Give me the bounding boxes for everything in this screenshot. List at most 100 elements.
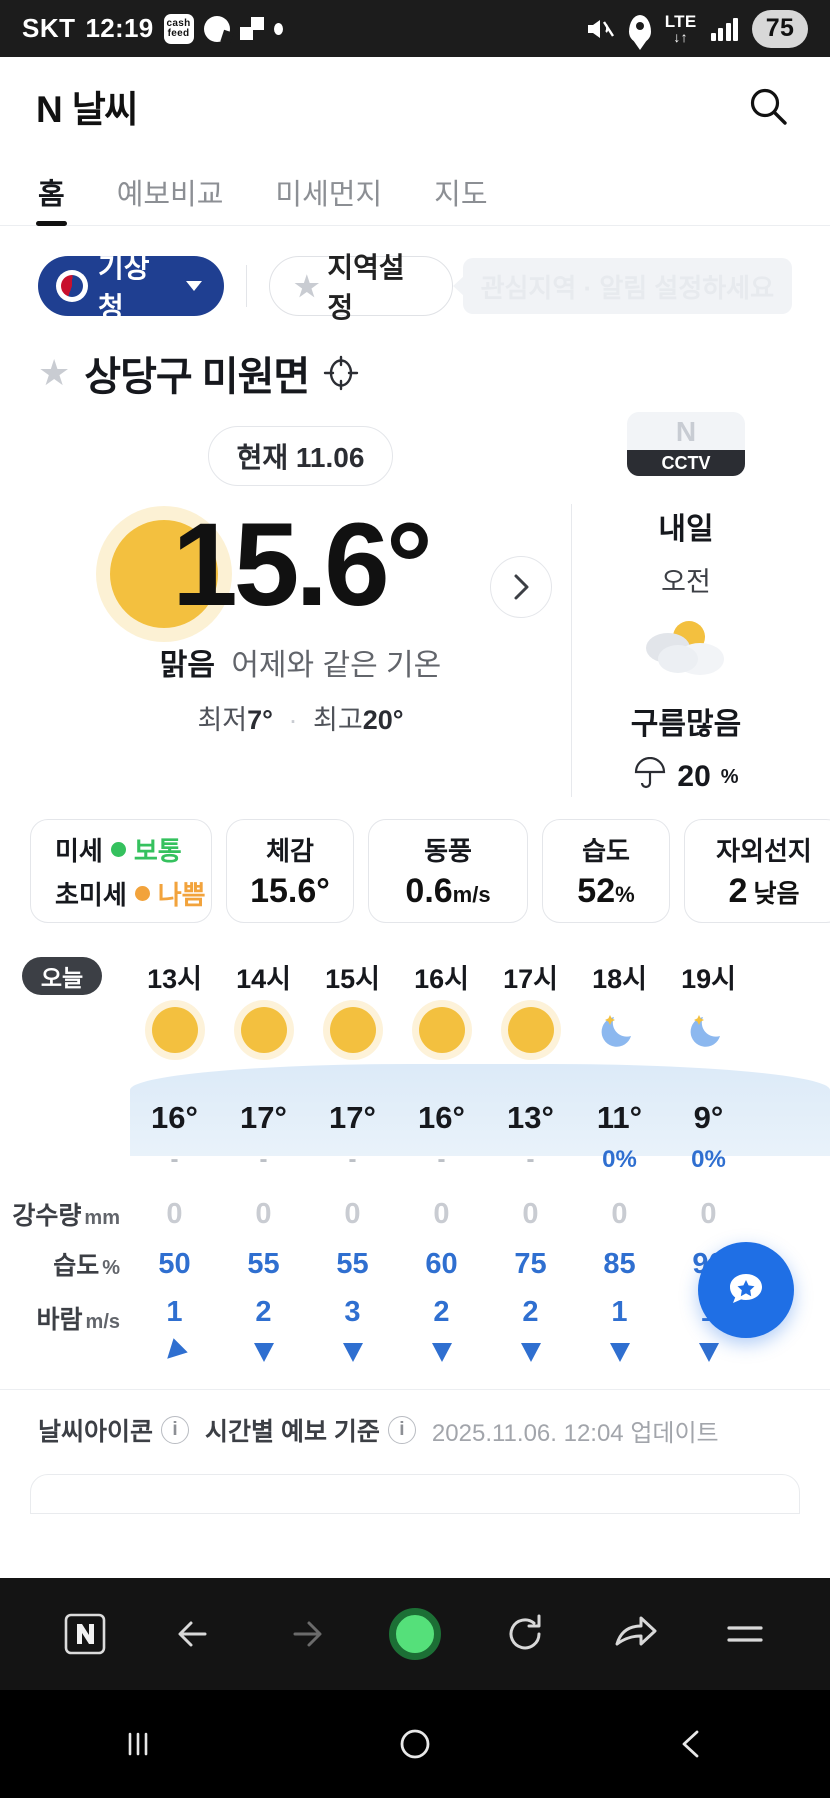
humidity-cell: 60 <box>397 1248 486 1281</box>
info-icon[interactable]: i <box>387 1416 416 1444</box>
system-nav-bar <box>0 1690 830 1798</box>
weather-icon-cell <box>219 996 308 1064</box>
dust-card[interactable]: 미세 보통 초미세 나쁨 <box>30 819 212 923</box>
wind-direction-arrow-icon <box>664 1329 753 1373</box>
location-name[interactable]: 상당구 미원면 <box>84 355 310 399</box>
record-icon[interactable] <box>384 1603 446 1665</box>
kma-logo-icon <box>56 270 88 302</box>
signal-icon <box>710 17 738 41</box>
cashfeed-icon: cash feed <box>163 13 194 44</box>
provider-selector[interactable]: 기상청 <box>38 252 225 323</box>
wind-cell: 1 <box>130 1296 219 1373</box>
info-card-row: 미세 보통 초미세 나쁨 체감 15.6° 동풍 0.6m/s 습도 52% 자… <box>0 797 830 923</box>
moon-icon <box>597 1007 643 1053</box>
pop-cell: - <box>486 1146 575 1186</box>
tab-fine-dust[interactable]: 미세먼지 <box>275 179 383 211</box>
naver-home-icon[interactable] <box>54 1603 116 1665</box>
rainfall-cell: 0 <box>219 1198 308 1231</box>
browser-nav-bar <box>0 1578 830 1690</box>
hour-cell: 17시 <box>486 951 575 996</box>
status-bar-left: SKT 12:19 cash feed <box>22 13 283 44</box>
rainfall-cell: 0 <box>664 1198 753 1231</box>
pop-cell: - <box>397 1146 486 1186</box>
crosshair-icon[interactable] <box>323 355 359 391</box>
condition-label: 맑음 <box>159 648 215 682</box>
wind-card[interactable]: 동풍 0.6m/s <box>368 819 528 923</box>
wind-title: 동풍 <box>424 836 472 866</box>
hourly-forecast[interactable]: 오늘 13시 14시 15시 16시 17시 18시 19시 <box>0 951 830 1373</box>
temp-cell: 17° <box>308 1100 397 1136</box>
wind-cell: 2 <box>219 1296 308 1373</box>
wind-direction-arrow-icon <box>308 1329 397 1373</box>
temp-cell: 9° <box>664 1100 753 1136</box>
feels-like-card[interactable]: 체감 15.6° <box>226 819 354 923</box>
star-icon: ★ <box>294 270 320 302</box>
humidity-cell: 50 <box>130 1248 219 1281</box>
weather-icon-guide[interactable]: 날씨아이콘 i <box>38 1412 190 1448</box>
temp-cell: 16° <box>397 1100 486 1136</box>
wind-label: 바람 m/s <box>36 1306 120 1334</box>
tomorrow-panel[interactable]: N CCTV 내일 오전 구름많음 20% <box>572 412 800 797</box>
next-day-button[interactable] <box>490 556 552 618</box>
rainfall-label: 강수량 mm <box>12 1202 120 1230</box>
sun-icon <box>240 1007 287 1053</box>
sun-icon <box>418 1007 465 1053</box>
wind-value-row: 0.6m/s <box>405 872 490 911</box>
updated-timestamp: 2025.11.06. 12:04 업데이트 <box>431 1419 719 1447</box>
weather-icon-cell <box>575 996 664 1064</box>
weather-icon-cell <box>397 996 486 1064</box>
tab-bar: 홈 예보비교 미세먼지 지도 <box>0 154 830 226</box>
today-chip-cell: 오늘 <box>0 951 130 996</box>
spacer-cell <box>0 1146 130 1186</box>
share-icon[interactable] <box>604 1603 666 1665</box>
back-icon[interactable] <box>661 1713 723 1775</box>
hour-cell: 16시 <box>397 951 486 996</box>
sun-icon <box>507 1007 554 1053</box>
forward-icon[interactable] <box>274 1603 336 1665</box>
app-header: N 날씨 <box>0 57 830 154</box>
now-date-badge: 현재 11.06 <box>207 426 394 486</box>
info-icon[interactable]: i <box>161 1416 190 1444</box>
rainfall-cell: 0 <box>575 1198 664 1231</box>
spacer-cell <box>0 996 130 1064</box>
uv-card[interactable]: 자외선지 2 낮음 <box>684 819 830 923</box>
sun-icon <box>151 1007 198 1053</box>
pop-cell: 0% <box>575 1146 664 1186</box>
cctv-thumbnail[interactable]: N CCTV <box>627 412 745 476</box>
pop-cell: - <box>130 1146 219 1186</box>
sun-behind-cloud-icon <box>634 615 738 681</box>
weather-icon-cell <box>664 996 753 1064</box>
temp-cell: 17° <box>219 1100 308 1136</box>
chevron-down-icon <box>186 281 203 291</box>
back-icon[interactable] <box>164 1603 226 1665</box>
star-message-fab[interactable] <box>698 1242 794 1338</box>
hour-cell: 13시 <box>130 951 219 996</box>
search-icon[interactable] <box>742 80 794 132</box>
area-setting-button[interactable]: ★ 지역설정 <box>269 252 453 323</box>
spacer-cell <box>0 1100 130 1136</box>
tab-map[interactable]: 지도 <box>434 179 488 211</box>
humidity-value: 52 <box>577 872 616 910</box>
forecast-basis[interactable]: 시간별 예보 기준 i <box>205 1412 416 1448</box>
uv-value-row: 2 낮음 <box>729 872 800 911</box>
menu-icon[interactable] <box>714 1603 776 1665</box>
humidity-card[interactable]: 습도 52% <box>542 819 670 923</box>
tab-forecast-compare[interactable]: 예보비교 <box>116 179 224 211</box>
app-logo[interactable]: N 날씨 <box>36 79 138 133</box>
humidity-unit: % <box>615 882 635 907</box>
recents-icon[interactable] <box>107 1713 169 1775</box>
weather-icon-cell <box>130 996 219 1064</box>
dot-icon <box>273 22 283 35</box>
hour-cell: 19시 <box>664 951 753 996</box>
reload-icon[interactable] <box>494 1603 556 1665</box>
sun-icon <box>110 520 218 628</box>
cctv-brand: N <box>675 416 697 447</box>
uv-value: 2 <box>728 872 748 910</box>
next-section-placeholder <box>30 1474 800 1514</box>
home-icon[interactable] <box>384 1713 446 1775</box>
hour-cell: 18시 <box>575 951 664 996</box>
favorite-star-icon[interactable]: ★ <box>38 352 71 393</box>
tab-home[interactable]: 홈 <box>36 171 67 226</box>
status-bar: SKT 12:19 cash feed LTE ↓↑ 75 <box>0 0 830 57</box>
bullet-separator: · <box>288 704 298 735</box>
